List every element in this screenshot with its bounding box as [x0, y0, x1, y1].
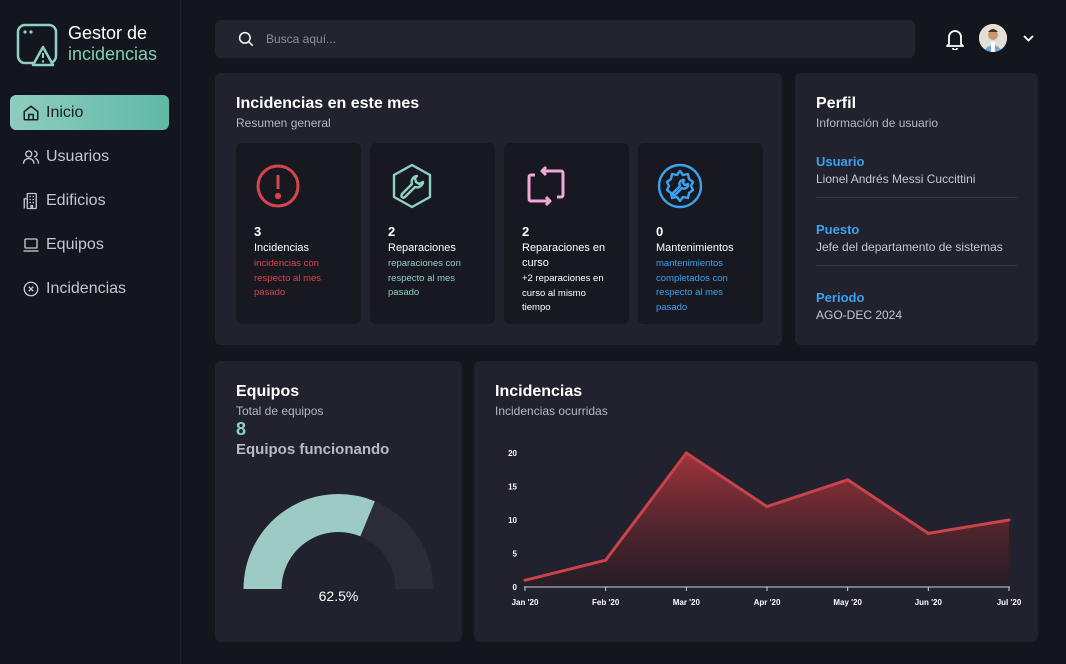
sidebar-item-edificios[interactable]: Edificios: [10, 183, 169, 218]
gauge-percent: 62.5%: [318, 588, 359, 604]
circle-x-icon: [23, 281, 39, 296]
chart-y-tick-label: 10: [508, 516, 517, 525]
card-title: Incidencias en este mes: [236, 95, 420, 112]
tile-reparaciones-en-curso[interactable]: 2 Reparaciones en curso +2 reparaciones …: [504, 143, 629, 324]
tile-count: 2: [522, 224, 530, 239]
card-subtitle: Resumen general: [236, 116, 331, 130]
tile-count: 3: [254, 224, 262, 239]
chart-point: [684, 451, 688, 455]
refresh-square-icon: [527, 165, 565, 207]
tile-reparaciones[interactable]: 2 Reparaciones reparaciones con respecto…: [370, 143, 495, 324]
monthly-summary-card: Incidencias en este mes Resumen general …: [215, 73, 782, 345]
building-icon: [23, 192, 37, 209]
chevron-down-icon[interactable]: [1022, 33, 1035, 43]
search-bar[interactable]: [215, 20, 915, 58]
alert-circle-icon: [256, 164, 300, 208]
app-title-line1: Gestor de: [68, 23, 148, 43]
search-input[interactable]: [266, 32, 866, 46]
chart-point: [846, 478, 850, 482]
card-title: Incidencias: [495, 383, 583, 400]
card-title: Equipos: [236, 383, 300, 400]
profile-card: Perfil Información de usuario Usuario Li…: [795, 73, 1038, 345]
profile-field-key: Periodo: [816, 290, 865, 305]
chart-x-tick-label: Jan '20: [512, 598, 539, 607]
equipment-gauge: [243, 494, 434, 590]
avatar[interactable]: [979, 24, 1007, 52]
sidebar-item-equipos[interactable]: Equipos: [10, 227, 169, 262]
chart-point: [1007, 518, 1011, 522]
profile-field-usuario: Usuario Lionel Andrés Messi Cuccittini: [816, 154, 1017, 198]
incidents-chart-card: Incidencias Incidencias ocurridas 0 5 10 15…: [474, 361, 1038, 642]
profile-field-puesto: Puesto Jefe del departamento de sistemas: [816, 222, 1017, 266]
sidebar-nav: Inicio Usuarios Edificios Equipos Incide…: [10, 95, 169, 315]
tile-label: Reparaciones: [388, 242, 456, 254]
tile-incidencias[interactable]: 3 Incidencias incidencias con respecto a…: [236, 143, 361, 324]
chart-x-tick-label: Jun '20: [915, 598, 943, 607]
tile-label: Reparaciones en curso: [522, 242, 606, 269]
chart-y-tick-label: 0: [513, 583, 518, 592]
app-logo[interactable]: Gestor de incidencias: [16, 23, 157, 67]
users-icon: [22, 149, 40, 164]
wrench-hex-icon: [392, 163, 432, 209]
sidebar-item-incidencias[interactable]: Incidencias: [10, 271, 169, 306]
app-title-line2: incidencias: [68, 44, 158, 64]
tile-note: +2 reparaciones en curso al mismo tiempo: [522, 273, 604, 313]
tile-mantenimientos[interactable]: 0 Mantenimientos mantenimientos completa…: [638, 143, 763, 324]
logo-icon: [16, 23, 58, 67]
sidebar-item-label: Inicio: [46, 103, 84, 121]
sidebar-item-inicio[interactable]: Inicio: [10, 95, 169, 130]
chart-x-tick-label: Feb '20: [592, 598, 620, 607]
chart-x-tick-label: May '20: [833, 598, 862, 607]
card-subtitle: Total de equipos: [236, 404, 324, 418]
chart-y-tick-label: 5: [513, 550, 518, 559]
profile-field-key: Usuario: [816, 154, 865, 169]
tile-label: Incidencias: [254, 242, 310, 254]
chart-y-tick-label: 15: [508, 483, 517, 492]
sidebar: Gestor de incidencias Inicio Usuarios Ed…: [0, 0, 181, 664]
chart-area-fill: [525, 453, 1009, 587]
avatar-image: [979, 24, 1007, 52]
equipment-card: Equipos Total de equipos 8 Equipos funci…: [215, 361, 462, 642]
chart-x-tick-label: Apr '20: [754, 598, 781, 607]
profile-field-value: Lionel Andrés Messi Cuccittini: [816, 172, 976, 186]
tile-label: Mantenimientos: [656, 242, 734, 254]
profile-field-periodo: Periodo AGO-DEC 2024: [816, 290, 1017, 333]
gauge-fill: [243, 494, 375, 590]
chart-point: [604, 558, 608, 562]
card-title: Perfil: [816, 95, 857, 112]
profile-field-value: AGO-DEC 2024: [816, 308, 903, 322]
chart-point: [765, 505, 769, 509]
sidebar-item-label: Edificios: [46, 191, 106, 209]
sidebar-item-usuarios[interactable]: Usuarios: [10, 139, 169, 174]
incidents-area-chart: 0 5 10 15 20 Jan '20 Feb '20 Mar '20 Apr '20 May …: [508, 449, 1022, 607]
sidebar-item-label: Incidencias: [46, 279, 127, 297]
chart-point: [523, 578, 527, 582]
home-icon: [23, 105, 39, 120]
tile-note: incidencias con respecto al mes pasado: [254, 258, 322, 298]
gear-wrench-icon: [657, 163, 703, 209]
sidebar-item-label: Usuarios: [46, 147, 110, 165]
sidebar-item-label: Equipos: [46, 235, 104, 253]
chart-x-tick-label: Mar '20: [673, 598, 701, 607]
card-subtitle: Incidencias ocurridas: [495, 404, 608, 418]
equipment-count: 8: [236, 419, 247, 439]
summary-tiles: 3 Incidencias incidencias con respecto a…: [236, 143, 763, 324]
app-title: Gestor de incidencias: [68, 23, 157, 65]
tile-count: 0: [656, 224, 664, 239]
chart-y-tick-label: 20: [508, 449, 517, 458]
tile-note: mantenimientos completados con respecto …: [656, 258, 728, 313]
equipment-status-label: Equipos funcionando: [236, 441, 390, 458]
profile-field-key: Puesto: [816, 222, 860, 237]
profile-field-value: Jefe del departamento de sistemas: [816, 240, 1003, 254]
chart-x-tick-label: Jul '20: [997, 598, 1022, 607]
tile-count: 2: [388, 224, 396, 239]
search-icon: [238, 31, 254, 47]
tile-note: reparaciones con respecto al mes pasado: [388, 258, 461, 298]
card-subtitle: Información de usuario: [816, 116, 939, 130]
laptop-icon: [23, 237, 39, 252]
bell-icon[interactable]: [945, 28, 965, 50]
chart-point: [926, 531, 930, 535]
